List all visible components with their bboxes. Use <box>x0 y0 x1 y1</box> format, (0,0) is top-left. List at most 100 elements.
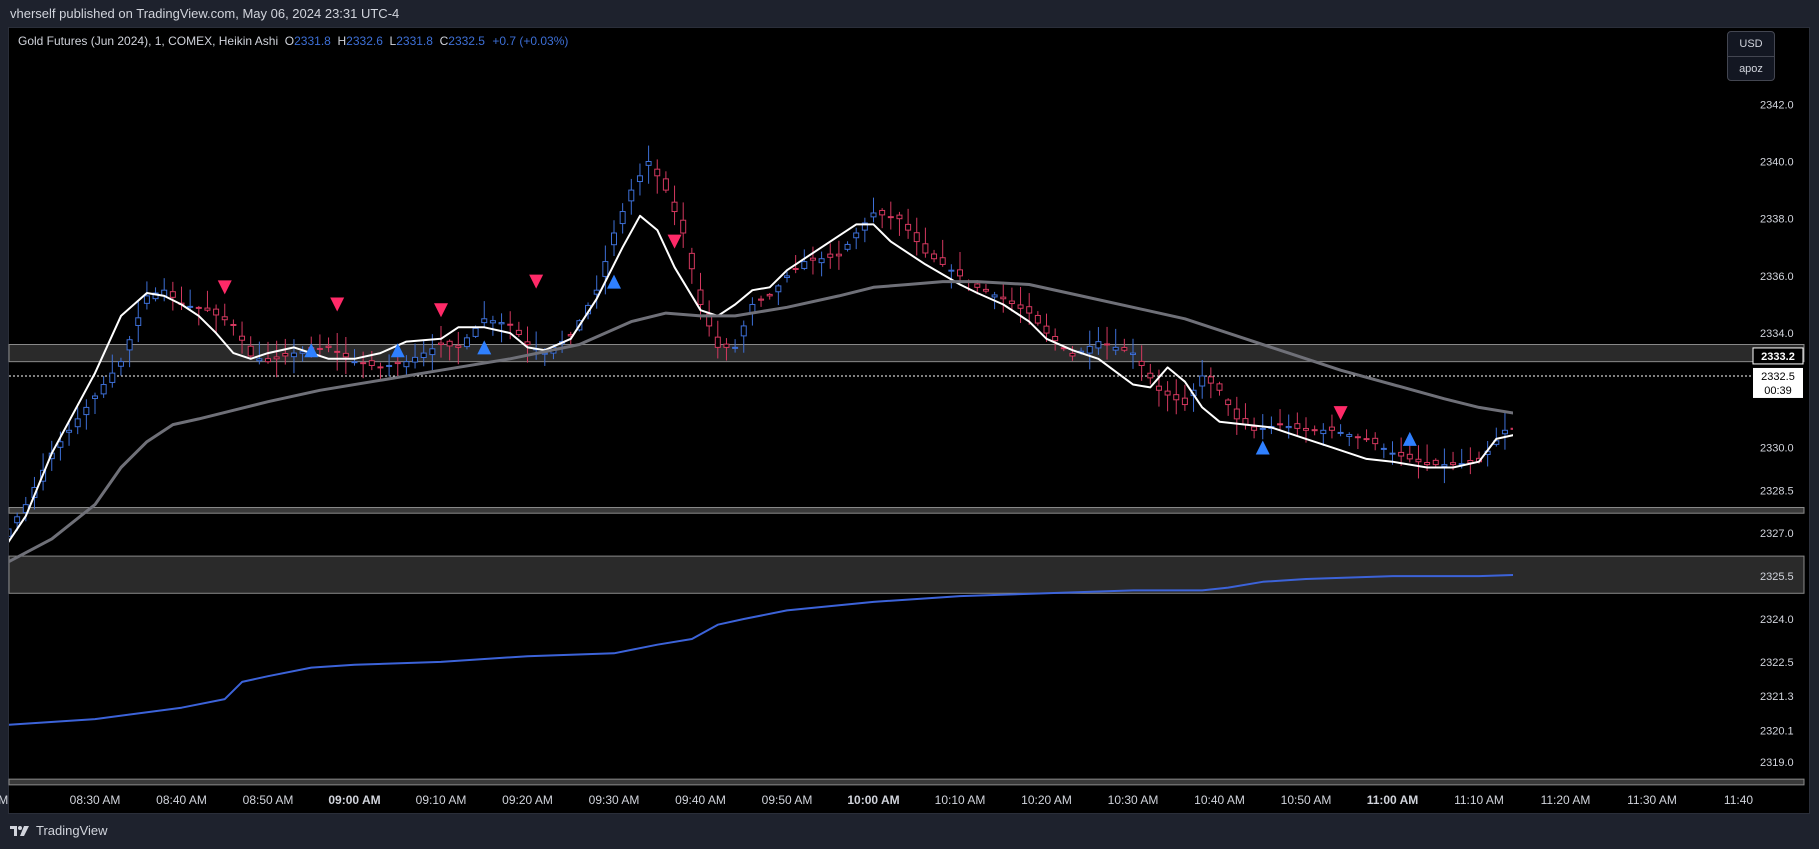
candle-body <box>438 342 444 346</box>
candle-body <box>204 307 211 311</box>
candle-body <box>169 291 176 298</box>
candle-body <box>948 269 955 272</box>
candle-body <box>1363 438 1370 441</box>
candle-body <box>0 541 2 544</box>
symbol-legend: Gold Futures (Jun 2024), 1, COMEX, Heiki… <box>18 34 568 48</box>
candle-body <box>1233 408 1240 420</box>
candle-body <box>1034 314 1041 324</box>
candle-body <box>688 252 695 270</box>
candle-body <box>1337 431 1344 434</box>
candle-body <box>83 406 90 416</box>
candle-body <box>1406 453 1413 460</box>
candle-body <box>360 362 367 365</box>
candle-body <box>732 346 739 349</box>
signal-down-triangle <box>529 274 544 289</box>
candle-body <box>299 351 306 354</box>
candle-body <box>835 253 842 257</box>
signal-down-triangle <box>217 280 232 295</box>
candle-body <box>809 257 816 261</box>
x-tick-label: 11:20 AM <box>1541 793 1591 807</box>
candle-body <box>463 337 470 348</box>
x-tick-label: 09:00 AM <box>328 793 380 807</box>
x-tick-label: 11:40 <box>1724 793 1753 807</box>
candle-body <box>230 323 237 326</box>
candle-body <box>1710 411 1715 413</box>
candle-body <box>489 320 496 324</box>
candle-body <box>905 223 912 231</box>
candle-body <box>1380 447 1387 450</box>
candle-body <box>57 441 64 448</box>
candle-body <box>117 361 124 367</box>
candle-body <box>195 306 202 309</box>
candle-body <box>680 219 687 234</box>
footer-brand[interactable]: TradingView <box>10 823 108 838</box>
series-line-gray-line <box>9 280 1513 564</box>
user-label: apoz <box>1728 56 1774 81</box>
y-tick-label: 2321.3 <box>1760 691 1794 703</box>
sr-zone-0 <box>8 344 1805 363</box>
candles-group <box>0 145 1750 544</box>
candle-body <box>602 261 609 277</box>
y-tick-label: 2338.0 <box>1760 214 1794 226</box>
high-value: 2332.6 <box>346 34 383 48</box>
low-label: L <box>389 34 397 48</box>
candle-body <box>394 361 401 365</box>
candle-body <box>861 222 868 231</box>
publisher-text: vherself published on TradingView.com, M… <box>10 6 400 21</box>
candle-body <box>887 216 894 219</box>
candle-body <box>1112 346 1119 351</box>
candle-body <box>92 395 98 399</box>
candle-body <box>1598 446 1603 447</box>
signal-up-triangle <box>607 274 621 289</box>
candle-body <box>1745 397 1750 400</box>
candle-body <box>1052 335 1059 342</box>
publisher-bar: vherself published on TradingView.com, M… <box>0 0 1819 28</box>
candle-body <box>1155 385 1162 391</box>
y-tick-label: 2336.0 <box>1760 271 1794 283</box>
candle-body <box>1346 434 1353 437</box>
candle-body <box>1641 425 1646 430</box>
candle-body <box>1624 434 1629 438</box>
open-value: 2331.8 <box>294 34 331 48</box>
candle-body <box>619 211 626 225</box>
x-tick-label: 08:30 AM <box>70 793 121 807</box>
candle-body <box>1017 304 1024 309</box>
candle-body <box>1164 390 1171 396</box>
candle-body <box>931 253 938 260</box>
x-tick-label: 09:40 AM <box>675 793 726 807</box>
candle-body <box>1719 408 1724 409</box>
candle-body <box>1216 383 1223 391</box>
candle-body <box>247 345 254 357</box>
signal-down-triangle <box>434 303 448 318</box>
candle-body <box>507 323 514 326</box>
x-tick-label: 09:20 AM <box>502 793 553 807</box>
low-value: 2331.8 <box>396 34 433 48</box>
candle-body <box>1320 429 1327 435</box>
candle-body <box>957 269 963 277</box>
candle-body <box>1389 452 1396 455</box>
x-tick-label: 10:00 AM <box>847 793 899 807</box>
candle-body <box>1424 461 1431 466</box>
currency-box[interactable]: USD apoz <box>1727 31 1775 81</box>
sr-zone-2 <box>8 555 1805 594</box>
candle-body <box>342 352 349 358</box>
candle-body <box>1546 424 1551 428</box>
candle-body <box>100 384 107 395</box>
candle-body <box>273 356 280 360</box>
y-tick-label: 2340.0 <box>1760 157 1794 169</box>
tradingview-logo-icon <box>10 825 29 836</box>
y-tick-label: 2319.0 <box>1760 757 1794 769</box>
level-price-box <box>1752 347 1804 365</box>
candle-body <box>9 528 12 537</box>
candle-body <box>1259 427 1266 430</box>
candle-body <box>187 305 194 308</box>
candle-body <box>1207 376 1214 384</box>
candle-body <box>1130 352 1136 355</box>
x-tick-label: 11:10 AM <box>1454 793 1504 807</box>
x-tick-label: 10:20 AM <box>1021 793 1072 807</box>
candle-body <box>1121 347 1128 351</box>
x-tick-label: 10:30 AM <box>1108 793 1159 807</box>
signal-down-triangle <box>330 297 345 312</box>
candle-body <box>1285 425 1292 429</box>
